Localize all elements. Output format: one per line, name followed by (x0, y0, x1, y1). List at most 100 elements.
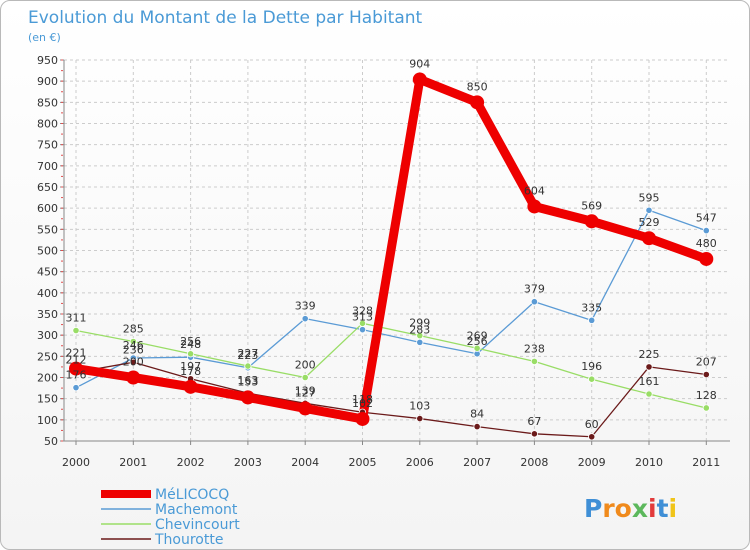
data-label-chevincourt: 299 (409, 317, 430, 330)
y-tick-label: 450 (37, 266, 58, 279)
data-label-thourotte: 67 (527, 415, 541, 428)
y-tick-label: 800 (37, 118, 58, 131)
data-label-thourotte: 118 (352, 393, 373, 406)
data-point-chevincourt (645, 390, 653, 398)
data-point-mlicocq (240, 390, 255, 405)
data-label-thourotte: 163 (237, 374, 258, 387)
x-tick-label: 2003 (234, 456, 262, 469)
data-point-chevincourt (187, 350, 195, 358)
data-point-machemont (416, 338, 424, 346)
y-tick-label: 900 (37, 75, 58, 88)
logo-letter: i (669, 494, 678, 523)
y-tick-label: 100 (37, 414, 58, 427)
data-label-chevincourt: 227 (237, 347, 258, 360)
data-label-thourotte: 236 (123, 343, 144, 356)
data-point-machemont (358, 326, 367, 334)
logo-letter: i (648, 494, 657, 523)
data-point-chevincourt (358, 319, 367, 327)
data-label-thourotte: 84 (470, 408, 484, 421)
data-label-chevincourt: 161 (639, 375, 660, 388)
data-label-chevincourt: 196 (581, 360, 602, 373)
data-point-machemont (588, 316, 596, 324)
x-tick-label: 2010 (635, 456, 663, 469)
data-label-mlicocq: 604 (524, 184, 545, 197)
data-point-mlicocq (69, 361, 83, 376)
data-point-mlicocq (126, 370, 141, 385)
y-tick-label: 200 (37, 372, 58, 385)
data-point-chevincourt (244, 362, 252, 370)
data-label-machemont: 223 (237, 349, 258, 362)
logo-letter: x (632, 494, 648, 523)
x-tick-label: 2009 (578, 456, 606, 469)
data-label-thourotte: 139 (295, 384, 316, 397)
data-label-chevincourt: 128 (696, 389, 717, 402)
data-label-mlicocq: 904 (409, 57, 430, 70)
data-point-mlicocq (470, 95, 485, 110)
legend-label-mlicocq: MéLICOCQ (155, 487, 229, 503)
y-tick-label: 300 (37, 329, 58, 342)
legend-label-machemont: Machemont (155, 502, 238, 518)
data-point-mlicocq (412, 72, 427, 87)
data-label-thourotte: 207 (696, 356, 717, 369)
data-point-thourotte (702, 370, 710, 379)
data-point-machemont (301, 315, 309, 323)
logo-letter: t (657, 494, 669, 523)
data-point-mlicocq (584, 214, 599, 229)
data-label-mlicocq: 102 (352, 397, 373, 410)
data-label-mlicocq: 480 (696, 237, 717, 250)
data-label-chevincourt: 238 (524, 342, 545, 355)
series-line-machemont (75, 209, 707, 389)
data-label-machemont: 283 (409, 323, 430, 336)
logo-letter: P (584, 494, 602, 523)
data-point-chevincourt (702, 404, 710, 412)
data-label-chevincourt: 328 (352, 304, 373, 317)
y-tick-label: 950 (37, 54, 58, 67)
x-tick-label: 2011 (692, 456, 720, 469)
data-point-chevincourt (530, 357, 539, 366)
data-label-thourotte: 60 (585, 418, 599, 431)
proxiti-logo: Proxiti (584, 494, 677, 523)
data-point-mlicocq (699, 251, 714, 266)
data-label-mlicocq: 178 (180, 365, 201, 378)
y-tick-label: 150 (37, 393, 58, 406)
y-tick-label: 50 (44, 435, 58, 448)
x-tick-label: 2000 (62, 456, 90, 469)
data-point-thourotte (588, 433, 596, 441)
x-tick-label: 2005 (349, 456, 377, 469)
y-tick-label: 250 (37, 350, 58, 363)
data-point-chevincourt (301, 373, 309, 382)
data-point-chevincourt (416, 331, 424, 340)
data-point-mlicocq (642, 231, 656, 246)
x-tick-label: 2002 (177, 456, 205, 469)
data-point-mlicocq (355, 411, 370, 426)
y-tick-label: 500 (37, 245, 58, 258)
x-tick-label: 2006 (406, 456, 434, 469)
data-label-mlicocq: 221 (66, 347, 87, 360)
data-label-chevincourt: 311 (66, 312, 87, 325)
data-label-machemont: 313 (352, 311, 373, 324)
y-tick-label: 550 (37, 223, 58, 236)
x-tick-label: 2008 (520, 456, 548, 469)
y-tick-label: 750 (37, 139, 58, 152)
data-point-chevincourt (588, 375, 596, 383)
data-label-thourotte: 103 (409, 400, 430, 413)
x-tick-label: 2007 (463, 456, 491, 469)
series-line-mlicocq (71, 74, 711, 424)
y-tick-label: 400 (37, 287, 58, 300)
x-tick-label: 2004 (291, 456, 319, 469)
data-point-chevincourt (129, 337, 137, 346)
data-label-machemont: 256 (467, 335, 488, 348)
series-line-chevincourt (75, 322, 707, 409)
data-label-mlicocq: 569 (581, 199, 602, 212)
data-point-chevincourt (72, 326, 80, 335)
logo-letter: r (602, 494, 615, 523)
x-tick-label: 2001 (119, 456, 147, 469)
data-point-machemont (645, 206, 653, 214)
data-label-machemont: 248 (180, 338, 201, 351)
data-point-chevincourt (473, 344, 481, 352)
data-label-thourotte: 197 (180, 360, 201, 373)
chart-subtitle: (en €) (28, 31, 61, 44)
data-label-machemont: 379 (524, 283, 545, 296)
data-point-thourotte (129, 358, 137, 366)
